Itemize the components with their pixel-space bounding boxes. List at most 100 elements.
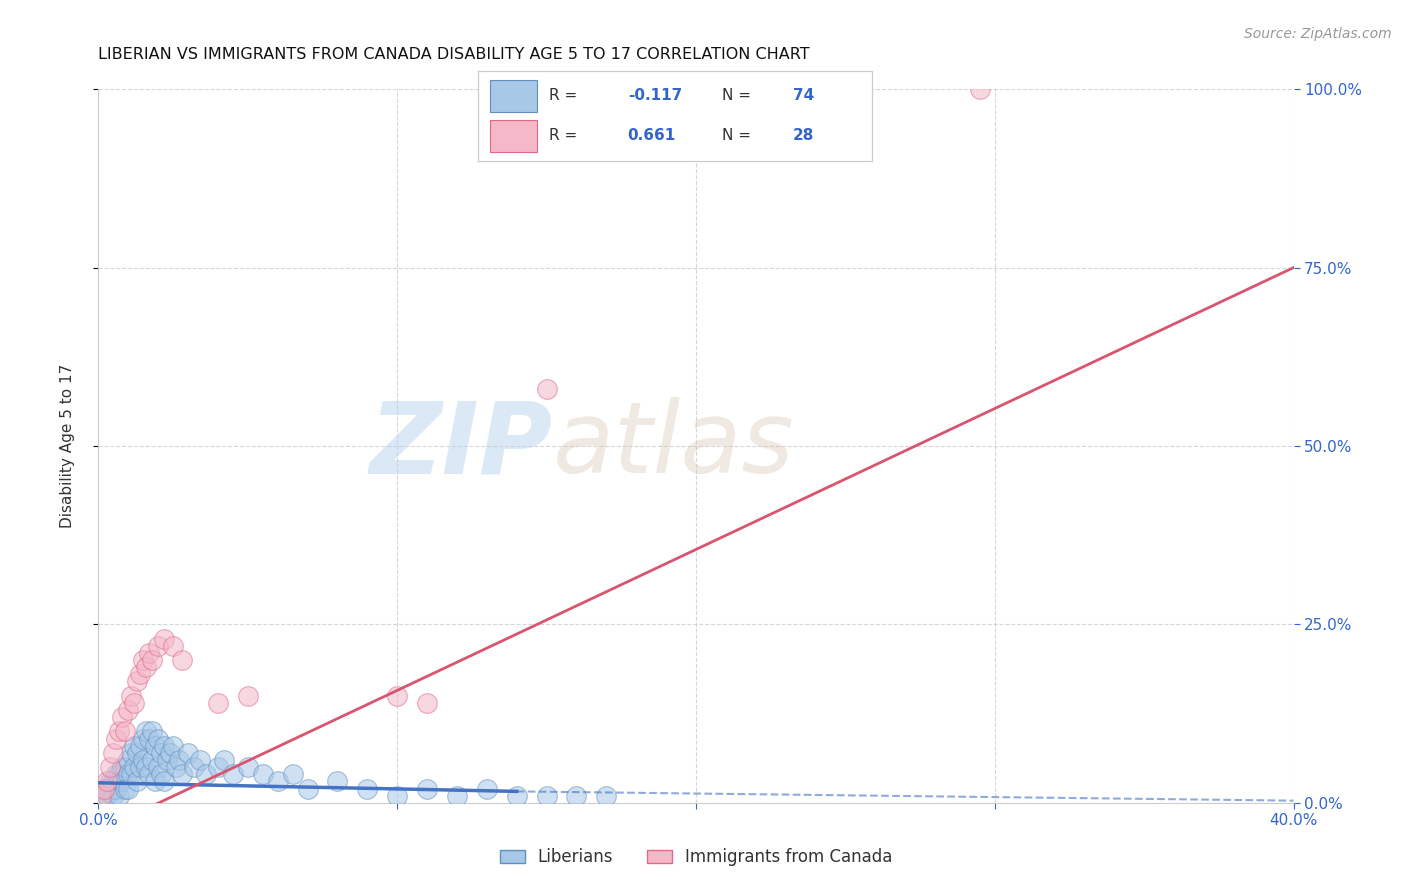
Point — [108, 774, 131, 789]
Point — [565, 789, 588, 803]
Point — [148, 731, 170, 746]
Point — [536, 382, 558, 396]
Point — [96, 781, 118, 796]
Text: -0.117: -0.117 — [627, 88, 682, 103]
Point — [162, 739, 184, 753]
Point — [117, 703, 139, 717]
Point — [150, 767, 173, 781]
Point — [506, 789, 529, 803]
Point — [103, 774, 125, 789]
Point — [120, 767, 142, 781]
Point — [159, 746, 181, 760]
Point — [162, 639, 184, 653]
Point — [297, 781, 319, 796]
Text: ZIP: ZIP — [370, 398, 553, 494]
Point — [212, 753, 235, 767]
Point — [236, 760, 259, 774]
Point — [177, 746, 200, 760]
Point — [281, 767, 304, 781]
Point — [236, 689, 259, 703]
Y-axis label: Disability Age 5 to 17: Disability Age 5 to 17 — [60, 364, 75, 528]
Point — [416, 696, 439, 710]
Point — [108, 767, 131, 781]
Point — [172, 767, 194, 781]
Text: 0.661: 0.661 — [627, 128, 676, 143]
Point — [222, 767, 245, 781]
Point — [595, 789, 617, 803]
Point — [127, 774, 149, 789]
Point — [120, 746, 142, 760]
Point — [114, 781, 136, 796]
Point — [111, 710, 134, 724]
Text: LIBERIAN VS IMMIGRANTS FROM CANADA DISABILITY AGE 5 TO 17 CORRELATION CHART: LIBERIAN VS IMMIGRANTS FROM CANADA DISAB… — [98, 47, 810, 62]
Point — [138, 731, 160, 746]
FancyBboxPatch shape — [489, 120, 537, 152]
Point — [148, 639, 170, 653]
Point — [117, 767, 139, 781]
Point — [195, 767, 218, 781]
Point — [100, 774, 122, 789]
Point — [132, 731, 155, 746]
Text: Source: ZipAtlas.com: Source: ZipAtlas.com — [1244, 27, 1392, 41]
Point — [138, 646, 160, 660]
Point — [114, 760, 136, 774]
Point — [90, 789, 112, 803]
Point — [141, 724, 163, 739]
Text: 28: 28 — [793, 128, 814, 143]
Point — [148, 760, 170, 774]
Point — [135, 724, 157, 739]
Text: R =: R = — [548, 128, 582, 143]
Point — [207, 696, 229, 710]
Point — [135, 760, 157, 774]
Point — [135, 660, 157, 674]
Point — [356, 781, 378, 796]
Point — [132, 753, 155, 767]
Point — [252, 767, 274, 781]
Point — [103, 746, 125, 760]
Point — [141, 753, 163, 767]
Text: R =: R = — [548, 88, 582, 103]
Point — [93, 781, 115, 796]
Point — [114, 724, 136, 739]
Point — [105, 731, 128, 746]
Point — [111, 774, 134, 789]
Point — [150, 746, 173, 760]
Point — [100, 781, 122, 796]
Point — [188, 753, 211, 767]
Point — [475, 781, 498, 796]
Point — [207, 760, 229, 774]
Point — [108, 789, 131, 803]
FancyBboxPatch shape — [489, 80, 537, 112]
Point — [93, 781, 115, 796]
Point — [129, 667, 152, 681]
Point — [385, 789, 409, 803]
Point — [96, 789, 118, 803]
Point — [153, 739, 176, 753]
Point — [167, 753, 190, 767]
Point — [385, 689, 409, 703]
Point — [536, 789, 558, 803]
Text: atlas: atlas — [553, 398, 794, 494]
Point — [446, 789, 468, 803]
Point — [326, 774, 349, 789]
Point — [93, 789, 115, 803]
Point — [111, 760, 134, 774]
Point — [100, 760, 122, 774]
Point — [103, 781, 125, 796]
Point — [172, 653, 194, 667]
Point — [129, 739, 152, 753]
Point — [183, 760, 205, 774]
Point — [105, 781, 128, 796]
Point — [132, 653, 155, 667]
Point — [138, 767, 160, 781]
Point — [969, 82, 991, 96]
Point — [108, 724, 131, 739]
Point — [141, 653, 163, 667]
Point — [416, 781, 439, 796]
Point — [153, 632, 176, 646]
Point — [143, 739, 166, 753]
Point — [124, 739, 146, 753]
Point — [124, 760, 146, 774]
Point — [129, 760, 152, 774]
Legend: Liberians, Immigrants from Canada: Liberians, Immigrants from Canada — [494, 842, 898, 873]
